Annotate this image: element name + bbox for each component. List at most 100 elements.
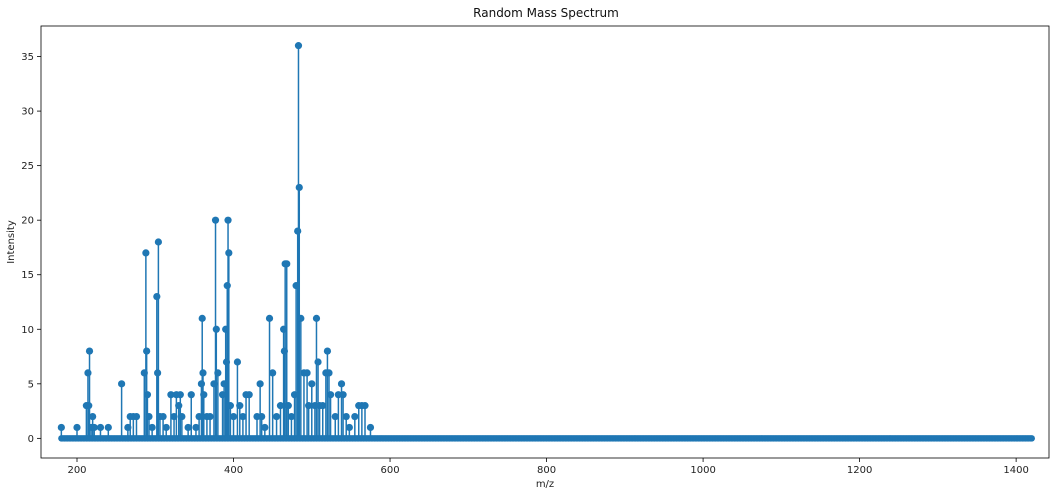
stem-marker [258,412,266,421]
x-tick-label: 1400 [1003,465,1028,476]
stem-marker [143,347,151,355]
stem-marker [148,423,156,432]
stem-marker [276,402,285,410]
stem-marker [89,412,97,421]
y-tick-label: 0 [28,434,34,445]
stem-marker [245,391,253,399]
x-tick-label: 800 [537,465,556,476]
stem-marker [85,347,94,355]
stem-marker [84,369,92,377]
stem-marker [294,227,302,235]
stem-marker [224,216,232,224]
stem-marker [222,325,230,333]
y-tick-label: 20 [21,216,34,227]
stem-marker [90,423,98,432]
stem-marker [292,282,300,290]
stem-marker [229,412,238,421]
stem-marker [197,380,206,388]
stem-marker [366,423,375,432]
stem-marker [272,412,281,421]
y-tick-label: 15 [21,270,34,281]
stem-marker [73,423,81,432]
stem-marker [212,325,220,333]
stem-marker [220,380,228,388]
stem-marker [308,380,316,388]
stem-marker [175,402,183,410]
y-axis-label: Intensity [6,220,17,264]
stem-marker [305,402,313,410]
stem-marker [236,402,244,410]
stem-marker [162,423,170,432]
stem-marker [303,369,311,377]
stem-marker [280,325,288,333]
stem-marker [269,369,277,377]
stem-marker [283,260,291,268]
y-tick-label: 35 [21,52,34,63]
zero-markers [58,435,1035,442]
stem-marker [265,314,274,322]
stem-marker [200,391,208,399]
stem-marker [339,391,347,399]
stem-marker [345,423,353,432]
stem-marker [170,412,178,421]
stem-marker [159,412,167,421]
x-tick-label: 1200 [847,465,872,476]
stem-marker [142,249,150,257]
stem-marker [351,412,359,421]
y-tick-label: 30 [21,107,34,118]
stem-marker [222,358,231,366]
x-tick-label: 600 [380,465,399,476]
stem-marker [284,402,292,410]
plot-area [40,25,1050,459]
stem-marker [337,380,346,388]
y-axis: 0 5 10 15 20 25 30 35 [21,52,41,445]
stem-marker [132,412,141,421]
stem-marker [211,216,220,224]
stem-marker [187,391,195,399]
stem-marker [325,369,333,377]
stem-marker [184,423,192,432]
stem-marker [214,369,222,377]
stem-marker [323,347,332,355]
zero-marker [1028,435,1035,442]
stem-marker [57,423,65,432]
stem-marker [85,402,93,410]
stem-marker [167,391,175,399]
stem-marker [118,380,126,388]
stem-marker [140,369,148,377]
stem-marker [295,183,303,192]
stem-marker [210,380,218,388]
stem-marker [192,423,200,432]
stem-marker [342,412,350,421]
stem-marker [104,423,112,432]
x-axis: 200 400 600 800 1000 1200 1400 [67,458,1029,476]
stem-marker [233,358,242,366]
stem-marker [314,358,322,366]
y-tick-label: 25 [21,161,34,172]
stem-marker [153,292,161,301]
x-tick-label: 200 [67,465,86,476]
x-tick-label: 400 [224,465,243,476]
x-tick-label: 1000 [690,465,715,476]
stem-marker [239,412,247,421]
stem-marker [294,42,303,50]
stem-marker [195,412,203,421]
stem-marker [154,369,162,377]
y-tick-label: 5 [28,379,34,390]
stem-marker [256,380,264,388]
x-axis-label: m/z [536,479,554,490]
stem-marker [154,238,162,246]
stem-marker [124,423,132,432]
y-tick-label: 10 [21,325,34,336]
stem-marker [96,423,105,432]
stem-marker [176,391,184,399]
stem-marker [178,412,186,421]
stem-marker [225,249,233,257]
stem-marker [326,391,335,399]
stem-marker [226,402,234,410]
stem-marker [290,391,299,399]
stem-marker [261,423,269,432]
stem-marker [199,369,207,377]
stem-marker [297,314,305,322]
